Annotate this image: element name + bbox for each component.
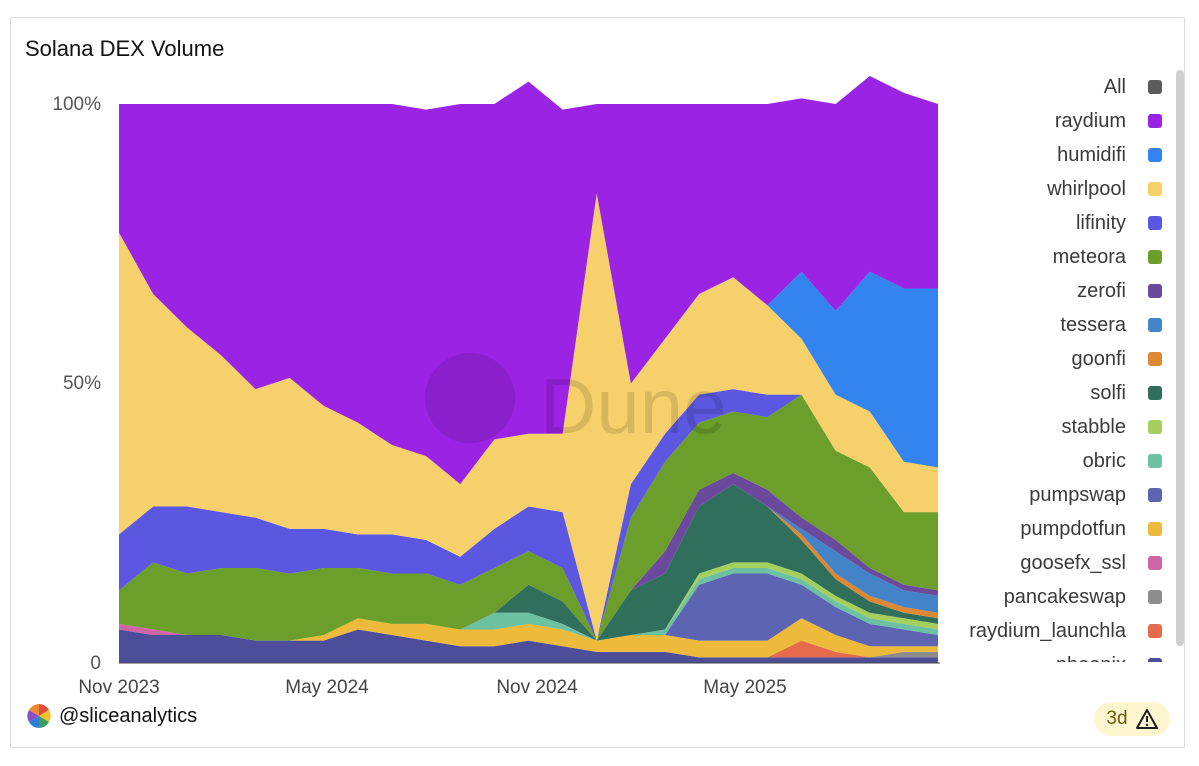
legend-item-raydium[interactable]: raydium (1055, 106, 1126, 136)
legend-item-pumpswap[interactable]: pumpswap (1029, 480, 1126, 510)
legend-label: raydium (1054, 109, 1126, 132)
legend-swatch (1148, 284, 1162, 298)
legend-label: goosefx_ssl (1020, 551, 1126, 574)
y-tick-label: 0 (90, 653, 101, 674)
legend: All raydium humidifi whirlpool lifinity meteo… (950, 70, 1162, 662)
legend-item-stabble[interactable]: stabble (1062, 412, 1127, 442)
legend-label: lifinity (1075, 211, 1126, 234)
legend-item-lifinity[interactable]: lifinity (1076, 208, 1126, 238)
legend-label: whirlpool (1047, 177, 1126, 200)
y-tick-label: 50% (63, 373, 101, 394)
legend-scrollbar[interactable] (1176, 70, 1184, 646)
area-raydium[interactable] (119, 76, 938, 485)
legend-swatch (1148, 658, 1162, 662)
warning-icon (1135, 709, 1158, 729)
legend-item-pumpdotfun[interactable]: pumpdotfun (1020, 514, 1126, 544)
legend-swatch (1148, 556, 1162, 570)
legend-swatch (1148, 386, 1162, 400)
legend-label: stabble (1061, 415, 1127, 438)
legend-label: meteora (1052, 245, 1126, 268)
legend-label: tessera (1060, 313, 1126, 336)
legend-item-phoenix[interactable]: phoenix (1056, 650, 1126, 663)
legend-item-obric[interactable]: obric (1083, 446, 1126, 476)
legend-swatch (1148, 590, 1162, 604)
legend-swatch (1148, 182, 1162, 196)
x-tick-label: Nov 2024 (496, 677, 578, 698)
legend-label: pumpdotfun (1020, 517, 1126, 540)
area-solfi[interactable] (119, 484, 938, 641)
legend-item-raydium_launchla[interactable]: raydium_launchla (969, 616, 1126, 646)
legend-label: solfi (1090, 381, 1126, 404)
x-tick-label: May 2025 (703, 677, 786, 698)
area-lifinity[interactable] (119, 389, 938, 641)
y-tick-label: 100% (52, 94, 101, 115)
legend-swatch (1148, 352, 1162, 366)
legend-item-All[interactable]: All (1104, 72, 1126, 102)
legend-label: obric (1082, 449, 1126, 472)
area-phoenix[interactable] (119, 629, 938, 663)
freshness-label: 3d (1106, 708, 1128, 729)
legend-label: pancakeswap (1003, 585, 1126, 608)
area-whirlpool[interactable] (119, 193, 938, 641)
axis-layer: 0 50% 100% Nov 2023 May 2024 Nov 2024 May 2025 (52, 94, 940, 698)
legend-swatch (1148, 148, 1162, 162)
legend-swatch (1148, 624, 1162, 638)
legend-swatch (1148, 454, 1162, 468)
legend-swatch (1148, 318, 1162, 332)
legend-label: phoenix (1056, 654, 1126, 663)
author-handle: @sliceanalytics (59, 704, 198, 727)
legend-swatch (1148, 420, 1162, 434)
legend-item-tessera[interactable]: tessera (1060, 310, 1126, 340)
legend-swatch (1148, 216, 1162, 230)
chart-title: Solana DEX Volume (25, 36, 225, 61)
area-pumpswap[interactable] (119, 573, 938, 647)
legend-label: zerofi (1077, 279, 1126, 302)
legend-label: raydium_launchla (969, 619, 1126, 642)
legend-label: goonfi (1071, 347, 1127, 370)
legend-item-meteora[interactable]: meteora (1053, 242, 1126, 272)
legend-swatch (1148, 114, 1162, 128)
x-tick-label: Nov 2023 (78, 677, 159, 698)
legend-item-pancakeswap[interactable]: pancakeswap (1004, 582, 1126, 612)
legend-item-goonfi[interactable]: goonfi (1072, 344, 1127, 374)
legend-swatch (1148, 522, 1162, 536)
author[interactable]: @sliceanalytics (27, 704, 197, 728)
dune-watermark-logo (425, 353, 515, 443)
area-meteora[interactable] (119, 394, 938, 641)
area-pumpdotfun[interactable] (119, 618, 938, 658)
dune-watermark: Dune (540, 362, 726, 450)
legend-label: humidifi (1057, 143, 1126, 166)
slice-logo-icon (27, 704, 51, 728)
series-areas (119, 76, 938, 663)
x-tick-label: May 2024 (285, 677, 369, 698)
legend-item-solfi[interactable]: solfi (1090, 378, 1126, 408)
legend-item-humidifi[interactable]: humidifi (1057, 140, 1126, 170)
legend-item-zerofi[interactable]: zerofi (1077, 276, 1126, 306)
legend-label: pumpswap (1029, 483, 1126, 506)
freshness-badge[interactable]: 3d (1094, 702, 1170, 736)
legend-swatch (1148, 80, 1162, 94)
legend-label: All (1103, 75, 1126, 98)
legend-item-whirlpool[interactable]: whirlpool (1047, 174, 1126, 204)
legend-swatch (1148, 250, 1162, 264)
legend-item-goosefx_ssl[interactable]: goosefx_ssl (1020, 548, 1126, 578)
legend-swatch (1148, 488, 1162, 502)
